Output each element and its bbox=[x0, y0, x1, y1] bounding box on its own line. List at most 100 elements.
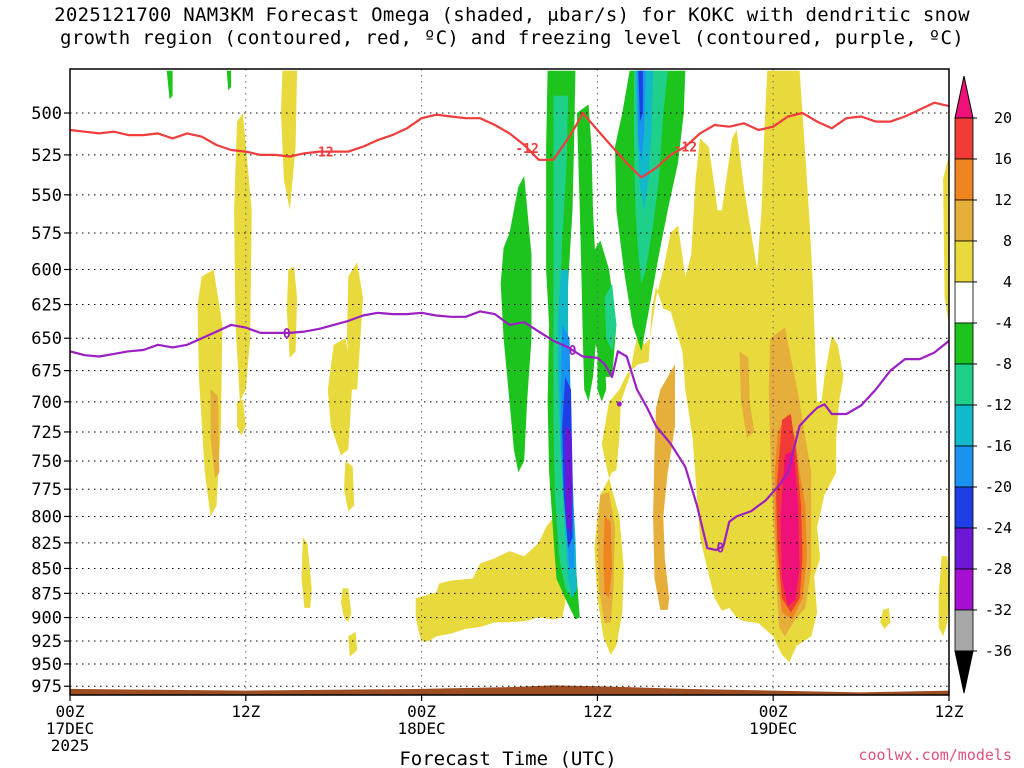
omega-region-15 bbox=[739, 351, 755, 438]
colorbar-bin bbox=[954, 568, 974, 611]
colorbar-label: -20 bbox=[985, 478, 1012, 496]
y-tick-label: 900 bbox=[31, 609, 62, 629]
y-tick-label: 550 bbox=[31, 186, 62, 206]
contour-label: 0 bbox=[569, 344, 577, 359]
omega-region-23 bbox=[880, 607, 891, 629]
contour-label: -12 bbox=[310, 146, 333, 161]
pressure-axis: 500 525 550 575 600 625 650 675 700 725 750 775 800 8… bbox=[31, 104, 70, 697]
y-tick-label: 850 bbox=[31, 559, 62, 579]
x-tick-line: 00Z bbox=[407, 702, 436, 721]
colorbar-label: 4 bbox=[1003, 273, 1012, 291]
colorbar-label: -32 bbox=[985, 601, 1012, 619]
contour-label: -12 bbox=[515, 142, 538, 157]
colorbar-label: -24 bbox=[985, 519, 1012, 537]
y-tick-label: 925 bbox=[31, 632, 62, 652]
x-tick-line: 17DEC bbox=[46, 719, 94, 738]
omega-region-5 bbox=[301, 537, 312, 608]
y-tick-label: 975 bbox=[31, 677, 62, 697]
x-tick-label: 00Z 18DEC bbox=[398, 702, 446, 738]
omega-region-4 bbox=[286, 266, 298, 358]
x-tick-line: 00Z bbox=[56, 702, 85, 721]
colorbar-bin bbox=[954, 609, 974, 652]
colorbar-bin bbox=[954, 322, 974, 365]
y-tick-label: 600 bbox=[31, 261, 62, 281]
x-tick-line: 12Z bbox=[935, 702, 964, 721]
colorbar-bin bbox=[954, 117, 974, 160]
x-tick-label: 12Z bbox=[583, 702, 612, 721]
omega-region-10 bbox=[348, 631, 358, 657]
omega-region-7 bbox=[346, 262, 363, 390]
surface-terrain bbox=[70, 685, 949, 695]
omega-region-33 bbox=[553, 95, 573, 599]
chart-title-line2: growth region (contoured, red, ºC) and f… bbox=[60, 27, 964, 49]
omega-region-17 bbox=[603, 516, 613, 599]
colorbar-label: 16 bbox=[994, 150, 1012, 168]
colorbar-bin bbox=[954, 404, 974, 447]
x-tick-label: 12Z bbox=[935, 702, 964, 721]
x-tick-line: 00Z bbox=[759, 702, 788, 721]
omega-region-3 bbox=[281, 70, 298, 211]
colorbar-label: -4 bbox=[994, 314, 1012, 332]
omega-region-0 bbox=[197, 269, 223, 517]
colorbar-bin bbox=[954, 199, 974, 242]
x-tick-label: 12Z bbox=[231, 702, 260, 721]
x-tick-line: 12Z bbox=[231, 702, 260, 721]
plot-border bbox=[69, 68, 950, 696]
omega-region-11 bbox=[415, 505, 567, 642]
y-tick-label: 825 bbox=[31, 534, 62, 554]
plot-frame bbox=[69, 68, 950, 696]
x-tick-line: 2025 bbox=[51, 736, 90, 755]
y-tick-label: 675 bbox=[31, 362, 62, 382]
contour-dot: • bbox=[615, 397, 623, 413]
temperature-contours: -12 -12 -12 0 0 0 • bbox=[70, 101, 949, 557]
colorbar-bin bbox=[954, 363, 974, 406]
colorbar-top-arrow bbox=[954, 75, 974, 119]
contour-label: 0 bbox=[717, 542, 725, 557]
y-tick-label: 625 bbox=[31, 296, 62, 316]
y-tick-label: 875 bbox=[31, 584, 62, 604]
y-tick-label: 950 bbox=[31, 655, 62, 675]
y-tick-label: 700 bbox=[31, 393, 62, 413]
y-tick-label: 575 bbox=[31, 224, 62, 244]
colorbar-label: -28 bbox=[985, 560, 1012, 578]
colorbar-label: -36 bbox=[985, 642, 1012, 660]
omega-region-41 bbox=[638, 70, 643, 122]
x-tick-label: 00Z 19DEC bbox=[749, 702, 797, 738]
site-credit: coolwx.com/models bbox=[858, 746, 1012, 764]
y-tick-label: 525 bbox=[31, 146, 62, 166]
contour-label: -12 bbox=[674, 141, 697, 156]
omega-region-2 bbox=[234, 113, 252, 402]
x-axis-title: Forecast Time (UTC) bbox=[399, 748, 616, 768]
colorbar-bin bbox=[954, 445, 974, 488]
omega-region-32 bbox=[582, 240, 617, 377]
colorbar-bin bbox=[954, 240, 974, 283]
colorbar-bin bbox=[954, 281, 974, 324]
y-tick-label: 650 bbox=[31, 329, 62, 349]
x-tick-line: 12Z bbox=[583, 702, 612, 721]
colorbar-label: 12 bbox=[994, 191, 1012, 209]
colorbar-label: -8 bbox=[994, 355, 1012, 373]
contour-line-1 bbox=[70, 310, 949, 552]
omega-region-42 bbox=[565, 426, 573, 533]
omega-region-8 bbox=[344, 461, 355, 512]
omega-region-24 bbox=[237, 399, 246, 436]
y-tick-label: 800 bbox=[31, 507, 62, 527]
contour-line-0 bbox=[70, 101, 949, 179]
x-tick-line: 18DEC bbox=[398, 719, 446, 738]
colorbar-bottom-arrow bbox=[954, 650, 974, 694]
contour-label: 0 bbox=[283, 327, 291, 342]
x-tick-line: 19DEC bbox=[749, 719, 797, 738]
chart-title-line1: 2025121700 NAM3KM Forecast Omega (shaded… bbox=[54, 4, 970, 26]
omega-region-25 bbox=[166, 70, 173, 100]
omega-region-13 bbox=[653, 364, 675, 610]
y-tick-label: 500 bbox=[31, 104, 62, 124]
omega-region-35 bbox=[604, 283, 617, 352]
omega-region-20 bbox=[780, 449, 800, 606]
colorbar-bin bbox=[954, 158, 974, 201]
omega-colorbar: 20 16 12 8 4 -4 -8 -12 -16 -20 -24 -28 -32 -36 bbox=[954, 75, 1012, 694]
surface-fill bbox=[70, 685, 949, 695]
colorbar-bin bbox=[954, 486, 974, 529]
colorbar-bin bbox=[954, 527, 974, 570]
